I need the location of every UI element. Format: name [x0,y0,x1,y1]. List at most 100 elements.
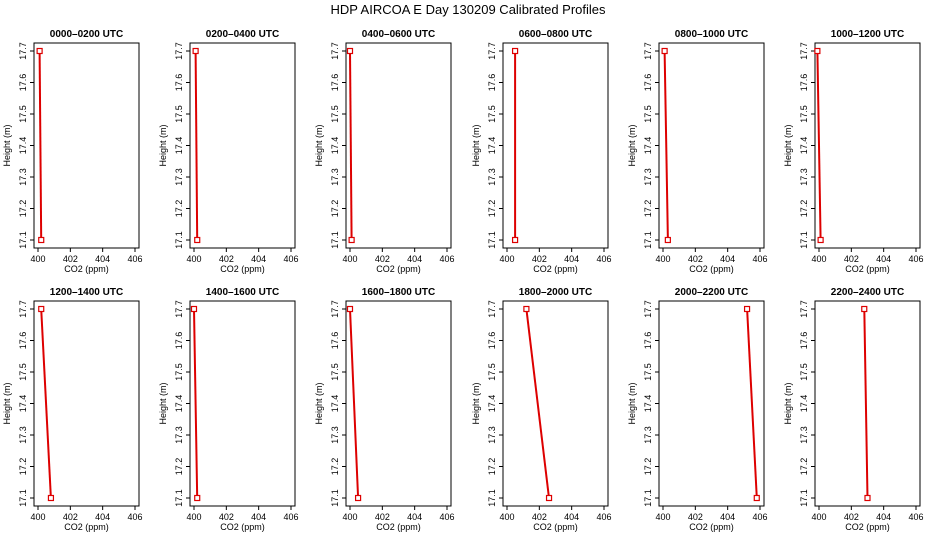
panel-title: 1200–1400 UTC [50,287,123,298]
x-tick-label: 402 [532,512,547,522]
y-tick-label: 17.7 [174,42,184,60]
profile-line [816,50,822,241]
x-tick-label: 404 [95,512,110,522]
y-tick-label: 17.6 [18,332,28,350]
panel-title: 0000–0200 UTC [50,29,123,40]
y-tick-label: 17.3 [330,168,340,186]
x-tick-label: 402 [688,254,703,264]
x-tick-label: 402 [63,512,78,522]
y-tick-label: 17.3 [799,168,809,186]
x-tick-label: 404 [251,512,266,522]
x-tick-label: 406 [439,254,454,264]
x-tick-label: 404 [876,254,891,264]
panel-12: 2200–2400 UTC 400 402 404 406 17.1 17.2 17.3 17.… [783,287,924,532]
x-tick-label: 404 [95,254,110,264]
y-tick-label: 17.1 [330,489,340,507]
y-tick-label: 17.7 [18,42,28,60]
x-tick-label: 404 [564,254,579,264]
profile-point [753,494,760,502]
y-tick-label: 17.5 [174,105,184,123]
y-tick-label: 17.3 [174,168,184,186]
y-tick-label: 17.1 [487,231,497,249]
y-tick-label: 17.2 [330,200,340,218]
y-tick-label: 17.1 [643,489,653,507]
x-tick-label: 404 [407,512,422,522]
y-axis-label: Height (m) [314,382,324,424]
y-tick-label: 17.4 [799,137,809,155]
profile-point [38,305,45,313]
plot-frame [345,42,452,249]
x-tick-label: 400 [186,512,201,522]
y-tick-label: 17.1 [799,231,809,249]
x-tick-label: 400 [342,254,357,264]
y-tick-label: 17.3 [330,426,340,444]
x-tick-label: 400 [655,254,670,264]
x-tick-label: 400 [342,512,357,522]
profile-point [348,236,355,244]
y-axis-label: Height (m) [158,382,168,424]
y-tick-label: 17.7 [174,300,184,318]
x-tick-label: 402 [219,254,234,264]
y-tick-label: 17.5 [174,363,184,381]
y-tick-label: 17.7 [330,300,340,318]
y-tick-label: 17.4 [487,395,497,413]
profile-line [525,308,550,499]
y-tick-label: 17.3 [18,426,28,444]
y-axis-label: Height (m) [783,382,793,424]
panel-title: 1600–1800 UTC [362,287,435,298]
y-tick-label: 17.5 [487,105,497,123]
x-tick-label: 406 [908,512,923,522]
panel-10: 1800–2000 UTC 400 402 404 406 17.1 17.2 17.3 17.… [471,287,612,532]
x-axis-label: CO2 (ppm) [64,264,109,274]
panel-title: 2200–2400 UTC [831,287,904,298]
panel-title: 1400–1600 UTC [206,287,279,298]
y-tick-label: 17.2 [799,458,809,476]
y-tick-label: 17.7 [799,300,809,318]
figure-title: HDP AIRCOA E Day 130209 Calibrated Profi… [330,2,606,17]
profile-point [47,494,55,502]
y-tick-label: 17.5 [18,363,28,381]
x-axis-label: CO2 (ppm) [845,264,890,274]
x-tick-label: 406 [283,512,298,522]
profile-line [193,308,199,499]
x-tick-label: 406 [127,512,142,522]
y-tick-label: 17.1 [174,231,184,249]
y-tick-label: 17.5 [799,363,809,381]
x-axis-label: CO2 (ppm) [376,264,421,274]
y-tick-label: 17.7 [643,300,653,318]
x-tick-label: 400 [499,512,514,522]
x-tick-label: 402 [375,512,390,522]
y-tick-label: 17.4 [643,395,653,413]
x-axis-label: CO2 (ppm) [689,522,734,532]
y-tick-label: 17.5 [643,363,653,381]
y-tick-label: 17.3 [487,426,497,444]
profile-line [38,50,43,241]
profile-point [194,494,201,502]
profile-point [38,236,45,244]
profile-point [346,305,354,313]
y-tick-label: 17.5 [18,105,28,123]
y-tick-label: 17.5 [643,105,653,123]
y-tick-label: 17.4 [18,395,28,413]
x-tick-label: 404 [720,254,735,264]
panel-4: 0600–0800 UTC 400 402 404 406 17.1 17.2 17.3 17.… [471,29,612,274]
profile-line [40,308,52,499]
y-tick-label: 17.4 [643,137,653,155]
y-tick-label: 17.2 [18,200,28,218]
x-tick-label: 400 [655,512,670,522]
y-tick-label: 17.6 [799,332,809,350]
y-axis-label: Height (m) [2,124,12,166]
panel-title: 0400–0600 UTC [362,29,435,40]
profile-line [194,50,199,241]
x-tick-label: 400 [30,254,45,264]
plot-frame [345,300,452,507]
profile-point [194,236,201,244]
y-tick-label: 17.2 [643,200,653,218]
y-tick-label: 17.3 [487,168,497,186]
profile-point [817,236,824,244]
y-tick-label: 17.1 [487,489,497,507]
x-tick-label: 400 [186,254,201,264]
x-axis-label: CO2 (ppm) [220,264,265,274]
x-tick-label: 402 [688,512,703,522]
